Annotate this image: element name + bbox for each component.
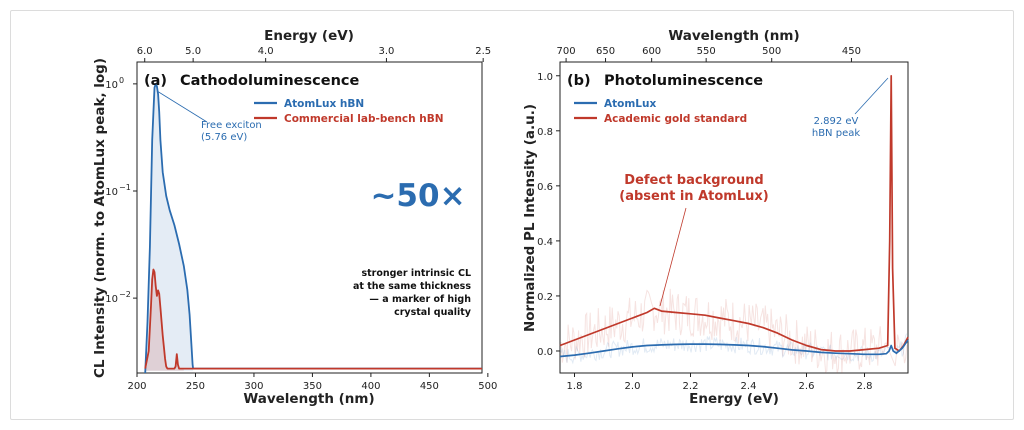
panel-a-top-ticks: 6.0 5.0 4.0 3.0 2.5	[137, 46, 491, 62]
panel-b-tag: (b)	[567, 73, 591, 89]
y-tick-label: 0.2	[537, 292, 553, 303]
y-tick-exponent: −1	[119, 183, 131, 192]
y-tick-exponent: 0	[119, 76, 124, 85]
y-tick-label: 1.0	[537, 72, 553, 83]
panel-b-noise-bands	[559, 288, 908, 374]
panel-a-title: Cathodoluminescence	[180, 73, 359, 89]
peak-annotation-b: 2.892 eV hBN peak	[812, 77, 889, 139]
peak-leader-line	[156, 90, 208, 123]
panel-b-top-ticks: 700 650 600 550 500 450	[557, 46, 861, 62]
ratio-callout: ~50×	[370, 178, 465, 214]
hbn-peak-label-line-1: 2.892 eV	[814, 116, 859, 127]
legend-label-commercial-hbn: Commercial lab-bench hBN	[284, 113, 444, 125]
defect-label-line-1: Defect background	[624, 173, 763, 188]
panel-a: 200 250 300 350 400 450 500 6.0 5.0 4.0 3.0 2.5 10…	[92, 28, 497, 407]
x-tick-label: 450	[420, 381, 439, 392]
top-tick-label: 4.0	[258, 46, 274, 57]
x-tick-label: 2.0	[625, 381, 641, 392]
panel-b-legend: AtomLux Academic gold standard	[574, 98, 747, 125]
x-tick-label: 400	[361, 381, 380, 392]
panel-b: 1.8 2.0 2.2 2.4 2.6 2.8 700 650 600 550 500 450 0.…	[522, 28, 909, 407]
panel-a-top-xlabel: Energy (eV)	[264, 28, 354, 44]
series-line-academic	[559, 74, 909, 352]
peak-annotation-a: Free exciton (5.76 eV)	[156, 90, 262, 143]
top-tick-label: 550	[697, 46, 716, 57]
hbn-peak-leader-line	[854, 77, 889, 115]
top-tick-label: 650	[596, 46, 615, 57]
x-tick-label: 300	[244, 381, 263, 392]
legend-label-academic: Academic gold standard	[604, 113, 747, 125]
hbn-peak-label-line-2: hBN peak	[812, 128, 860, 139]
defect-leader-line	[659, 207, 687, 307]
x-tick-label: 2.6	[799, 381, 815, 392]
panel-b-ylabel: Normalized PL Intensity (a.u.)	[522, 104, 538, 332]
x-tick-label: 250	[186, 381, 205, 392]
top-tick-label: 3.0	[378, 46, 394, 57]
defect-annotation: Defect background (absent in AtomLux)	[619, 173, 769, 307]
y-tick-label: 0.4	[537, 237, 553, 248]
top-tick-label: 700	[557, 46, 576, 57]
series-fill-1	[145, 269, 184, 371]
panel-b-xlabel: Energy (eV)	[689, 391, 779, 407]
panel-a-series	[144, 83, 482, 374]
top-tick-label: 5.0	[185, 46, 201, 57]
panel-b-title: Photoluminescence	[604, 73, 763, 89]
series-fill-0	[145, 83, 194, 374]
x-tick-label: 200	[127, 381, 146, 392]
academic-noise-band	[559, 288, 908, 374]
panel-a-x-ticks: 200 250 300 350 400 450 500	[127, 373, 497, 392]
series-line-commercial-hbn	[144, 268, 482, 370]
top-tick-label: 6.0	[137, 46, 153, 57]
x-tick-label: 2.2	[683, 381, 699, 392]
x-tick-label: 350	[303, 381, 322, 392]
legend-label-atomlux-hbn: AtomLux hBN	[284, 98, 364, 110]
x-tick-label: 500	[478, 381, 497, 392]
panel-a-tag: (a)	[144, 73, 167, 89]
panel-a-fills	[145, 83, 194, 374]
note-line-4: crystal quality	[394, 307, 472, 318]
x-tick-label: 2.8	[857, 381, 873, 392]
note-line-3: — a marker of high	[369, 294, 471, 305]
top-tick-label: 600	[642, 46, 661, 57]
y-tick-exponent: −2	[119, 290, 131, 299]
y-tick-label: 0.6	[537, 182, 553, 193]
panel-b-series	[559, 74, 909, 358]
top-tick-label: 450	[842, 46, 861, 57]
top-tick-label: 500	[762, 46, 781, 57]
panel-b-x-ticks: 1.8 2.0 2.2 2.4 2.6 2.8	[567, 373, 873, 392]
x-tick-label: 1.8	[567, 381, 583, 392]
series-line-atomlux	[559, 339, 909, 358]
y-tick-label: 10	[105, 294, 118, 305]
peak-label-line-2: (5.76 eV)	[201, 132, 247, 143]
x-tick-label: 2.4	[741, 381, 757, 392]
y-tick-label: 10	[105, 187, 118, 198]
defect-label-line-2: (absent in AtomLux)	[619, 189, 768, 204]
panel-b-top-xlabel: Wavelength (nm)	[668, 28, 799, 44]
top-tick-label: 2.5	[475, 46, 491, 57]
panel-a-xlabel: Wavelength (nm)	[243, 391, 374, 407]
peak-label-line-1: Free exciton	[201, 120, 262, 131]
note-line-2: at the same thickness	[353, 281, 471, 292]
y-tick-label: 0.8	[537, 127, 553, 138]
legend-label-atomlux: AtomLux	[604, 98, 656, 110]
panel-a-legend: AtomLux hBN Commercial lab-bench hBN	[254, 98, 444, 125]
note-line-1: stronger intrinsic CL	[361, 268, 471, 279]
atomlux-noise-band	[559, 333, 908, 365]
panel-a-ylabel: CL Intensity (norm. to AtomLux peak, log…	[92, 58, 108, 378]
y-tick-label: 0.0	[537, 347, 553, 358]
quality-note: stronger intrinsic CL at the same thickn…	[353, 268, 472, 318]
panel-b-y-ticks: 0.0 0.2 0.4 0.6 0.8 1.0	[537, 72, 560, 358]
y-tick-label: 10	[105, 80, 118, 91]
